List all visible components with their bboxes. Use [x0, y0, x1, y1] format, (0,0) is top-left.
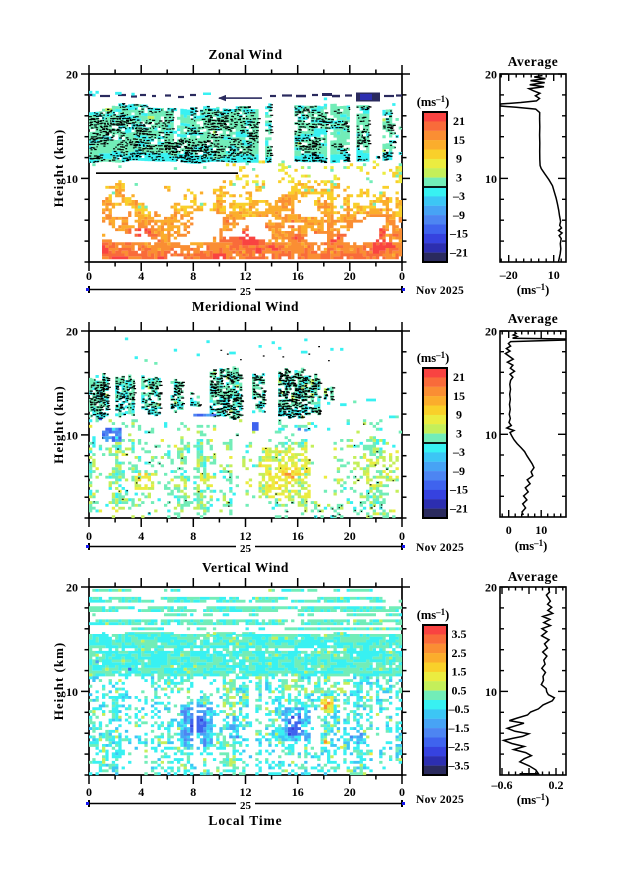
svg-text:–20: –20 [499, 268, 518, 282]
svg-text:25: 25 [240, 286, 252, 298]
svg-text:15: 15 [453, 389, 465, 403]
svg-text:3: 3 [456, 170, 462, 184]
svg-text:(ms–1): (ms–1) [517, 792, 550, 807]
svg-text:16: 16 [292, 269, 304, 283]
svg-text:12: 12 [240, 785, 252, 799]
svg-text:–3.5: –3.5 [448, 758, 470, 772]
svg-text:20: 20 [344, 529, 356, 543]
svg-text:–3: –3 [452, 189, 465, 203]
svg-text:(ms–1): (ms–1) [417, 94, 450, 109]
svg-text:Height (km): Height (km) [51, 385, 66, 464]
svg-text:0: 0 [399, 269, 405, 283]
svg-text:0: 0 [86, 529, 92, 543]
svg-text:21: 21 [453, 114, 465, 128]
svg-text:Zonal Wind: Zonal Wind [209, 47, 283, 62]
svg-text:8: 8 [190, 785, 196, 799]
svg-text:16: 16 [292, 785, 304, 799]
svg-text:–15: –15 [449, 227, 468, 241]
svg-text:8: 8 [190, 269, 196, 283]
svg-text:Height (km): Height (km) [51, 129, 66, 208]
svg-text:3: 3 [456, 426, 462, 440]
svg-text:10: 10 [485, 172, 497, 186]
svg-text:10: 10 [66, 172, 78, 186]
svg-text:–15: –15 [449, 483, 468, 497]
svg-text:–3: –3 [452, 445, 465, 459]
svg-text:–21: –21 [449, 245, 468, 259]
svg-text:20: 20 [344, 269, 356, 283]
svg-text:20: 20 [485, 581, 497, 595]
svg-text:20: 20 [485, 68, 497, 82]
svg-text:(ms–1): (ms–1) [417, 350, 450, 365]
svg-text:–2.5: –2.5 [448, 740, 470, 754]
svg-text:12: 12 [240, 269, 252, 283]
svg-text:4: 4 [138, 269, 144, 283]
svg-text:–1.5: –1.5 [448, 721, 470, 735]
svg-text:20: 20 [66, 325, 78, 339]
svg-text:0.5: 0.5 [452, 683, 467, 697]
svg-text:2.5: 2.5 [452, 646, 467, 660]
svg-text:25: 25 [240, 543, 252, 555]
svg-text:4: 4 [138, 785, 144, 799]
svg-text:Local Time: Local Time [208, 813, 282, 828]
svg-text:0: 0 [399, 785, 405, 799]
svg-text:20: 20 [344, 785, 356, 799]
svg-text:Nov 2025: Nov 2025 [416, 285, 464, 297]
svg-text:Average: Average [508, 54, 558, 69]
svg-text:(ms–1): (ms–1) [517, 282, 550, 297]
svg-text:0.2: 0.2 [549, 778, 564, 792]
svg-text:Nov 2025: Nov 2025 [416, 794, 464, 806]
svg-text:10: 10 [485, 685, 497, 699]
svg-text:Meridional Wind: Meridional Wind [192, 299, 299, 314]
svg-text:Nov 2025: Nov 2025 [416, 542, 464, 554]
svg-text:8: 8 [190, 529, 196, 543]
svg-text:10: 10 [66, 428, 78, 442]
svg-text:–9: –9 [452, 464, 465, 478]
svg-text:Vertical Wind: Vertical Wind [202, 560, 289, 575]
svg-text:–0.6: –0.6 [491, 778, 513, 792]
svg-text:20: 20 [485, 325, 497, 339]
svg-text:21: 21 [453, 370, 465, 384]
svg-text:0: 0 [506, 523, 512, 537]
svg-text:Average: Average [508, 311, 558, 326]
svg-text:9: 9 [456, 152, 462, 166]
svg-text:0: 0 [86, 269, 92, 283]
svg-text:15: 15 [453, 133, 465, 147]
svg-text:10: 10 [535, 523, 547, 537]
svg-text:1.5: 1.5 [452, 665, 467, 679]
svg-text:4: 4 [138, 529, 144, 543]
svg-text:9: 9 [456, 408, 462, 422]
svg-text:12: 12 [240, 529, 252, 543]
svg-text:(ms–1): (ms–1) [515, 538, 548, 553]
svg-text:10: 10 [66, 685, 78, 699]
svg-text:20: 20 [66, 68, 78, 82]
svg-text:0: 0 [399, 529, 405, 543]
svg-text:Height (km): Height (km) [51, 642, 66, 721]
svg-text:0: 0 [86, 785, 92, 799]
svg-text:–21: –21 [449, 501, 468, 515]
svg-text:–0.5: –0.5 [448, 702, 470, 716]
svg-text:(ms–1): (ms–1) [417, 607, 450, 622]
svg-text:10: 10 [548, 268, 560, 282]
svg-text:20: 20 [66, 581, 78, 595]
svg-text:10: 10 [485, 428, 497, 442]
svg-text:3.5: 3.5 [452, 627, 467, 641]
svg-text:Average: Average [508, 569, 558, 584]
svg-text:–9: –9 [452, 208, 465, 222]
svg-text:16: 16 [292, 529, 304, 543]
svg-text:25: 25 [240, 800, 252, 812]
